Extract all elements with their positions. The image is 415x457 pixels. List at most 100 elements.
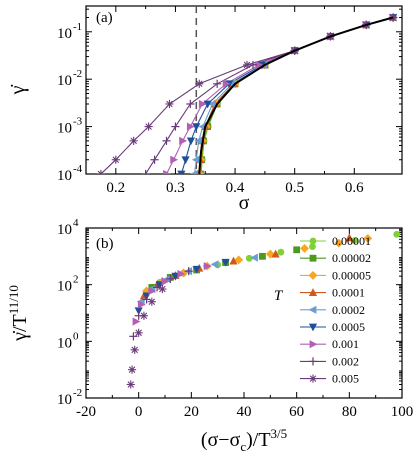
data-point-T-0.005: [129, 136, 138, 145]
data-point-T-0.001: [137, 300, 146, 309]
legend-item-T-0.00001: 0.00001: [300, 234, 371, 248]
data-point-T-0.002: [166, 274, 175, 283]
series-line-T-0.00002: [199, 16, 394, 174]
series-line-T-0.005: [100, 16, 394, 174]
legend-label: 0.0005: [332, 320, 365, 334]
panel-a-xtick-label: 0.2: [106, 180, 125, 196]
data-point-T-0.005: [96, 169, 105, 174]
panel-a-chart: (a) 0.2 0.3 0.4 0.5 0.610-410-310-210 -1σγ̇: [7, 5, 403, 214]
data-point-T-0.001: [186, 122, 195, 131]
data-point-T-0.002: [171, 122, 180, 131]
data-point-T-0.00002: [259, 252, 266, 260]
panel-a-ytick-exponent: -4: [73, 163, 83, 175]
legend-label: 0.00001: [332, 234, 371, 248]
data-point-T-0.00005: [265, 249, 275, 259]
data-point-T-0.0005: [177, 170, 186, 174]
legend-marker: [309, 254, 317, 262]
legend-item-T-0.0005: 0.0005: [300, 320, 365, 334]
data-point-T-0.001: [161, 277, 170, 286]
data-point-T-0.00005: [142, 286, 151, 296]
data-point-T-0.0005: [192, 123, 201, 132]
series-line-T-0.0001: [198, 16, 394, 174]
series-line-T-0.002: [145, 16, 394, 174]
data-point-T-0.001: [148, 286, 157, 296]
data-point-T-0.005: [242, 60, 252, 70]
legend-item-T-0.002: 0.002: [300, 354, 359, 368]
panel-b-xtick-label: 80: [342, 404, 357, 420]
panel-b-ytick-label: 10: [57, 392, 72, 408]
data-point-T-0.00001: [351, 237, 358, 244]
panel-b-xtick-label: 40: [237, 404, 252, 420]
data-point-T-0.0001: [271, 249, 280, 258]
panel-a-x-axis-label: σ: [239, 192, 250, 214]
data-point-T-0.0002: [250, 253, 258, 262]
data-point-T-0.005: [134, 328, 143, 337]
legend-label: 0.00002: [332, 251, 371, 265]
data-point-T-0.00002: [293, 246, 301, 254]
data-point-T-0.002: [184, 267, 193, 276]
data-point-T-0.005: [158, 284, 167, 294]
series-line-T-0.00001: [200, 16, 394, 174]
data-point-T-0.0002: [207, 99, 216, 109]
panel-b-series: [126, 230, 401, 389]
panel-b-ytick-label: 10: [57, 335, 72, 351]
panel-b-ytick-label: 10: [57, 279, 72, 295]
panel-b-xtick-label: 20: [184, 404, 199, 420]
panel-a-plot-frame: [85, 5, 403, 175]
data-point-T-0.005: [195, 79, 204, 88]
data-point-T-0.005: [126, 380, 135, 389]
data-point-T-0.001: [170, 155, 179, 164]
panel-a-ytick-label: 10: [57, 26, 72, 42]
data-point-T-0.001: [255, 60, 264, 70]
data-point-T-0.00005: [363, 233, 373, 243]
critical-curve: [198, 16, 394, 174]
panel-a-ytick-exponent: -1: [73, 21, 82, 33]
panel-a-xtick-label: 0.5: [285, 180, 304, 196]
data-point-T-0.0002: [191, 155, 200, 164]
panel-b-xtick-label: 100: [391, 404, 414, 420]
data-point-T-0.001: [222, 79, 231, 88]
panel-b-ytick-exponent: 4: [73, 217, 79, 229]
panel-b-y-axis-label: γ̇/T11/10: [6, 285, 31, 342]
data-point-T-0.00005: [334, 238, 344, 248]
data-point-T-0.002: [153, 283, 162, 292]
data-point-T-0.002: [213, 79, 222, 88]
legend-label: 0.001: [332, 337, 359, 351]
data-point-T-0.005: [128, 365, 137, 374]
panel-a-ytick-label: 10: [57, 168, 72, 184]
panel-a-xtick-label: 0.6: [345, 180, 364, 196]
legend-marker: [308, 323, 318, 332]
panel-b-xtick-label: -20: [76, 404, 96, 420]
data-point-T-0.0005: [186, 137, 196, 146]
legend-item-T-0.005: 0.005: [300, 372, 359, 386]
legend: T 0.00001 0.00002 0.00005 0.0001 0.0002 0.0005…: [274, 234, 371, 386]
legend-label: 0.00005: [332, 268, 371, 282]
data-point-T-0.00001: [245, 254, 253, 262]
data-point-T-0.0005: [203, 100, 212, 109]
data-point-T-0.002: [162, 136, 171, 145]
legend-item-T-0.00002: 0.00002: [300, 251, 371, 265]
panel-a-xtick-label: 0.4: [226, 180, 245, 196]
data-point-T-0.00001: [393, 230, 401, 238]
panel-a-ytick-label: 10: [57, 121, 72, 137]
data-point-T-0.005: [165, 99, 174, 109]
legend-marker: [308, 288, 318, 296]
data-point-T-0.0005: [221, 258, 230, 267]
data-point-T-0.002: [141, 169, 150, 174]
data-point-T-0.001: [132, 317, 141, 326]
data-point-T-0.001: [177, 269, 186, 278]
panel-a-xtick-label: 0.3: [166, 180, 185, 196]
data-point-T-0.005: [144, 122, 153, 131]
data-point-T-0.001: [163, 169, 171, 174]
panel-b-ytick-exponent: -2: [73, 387, 82, 399]
legend-item-T-0.00005: 0.00005: [300, 268, 371, 282]
legend-label: 0.005: [332, 372, 359, 386]
legend-item-T-0.0002: 0.0002: [300, 303, 365, 317]
data-point-T-0.0005: [192, 265, 201, 274]
panel-b-xtick-label: 0: [135, 404, 143, 420]
data-point-T-0.0002: [194, 136, 203, 145]
data-point-T-0.001: [179, 136, 188, 145]
data-point-T-0.002: [150, 155, 159, 164]
data-point-T-0.0005: [134, 307, 143, 316]
